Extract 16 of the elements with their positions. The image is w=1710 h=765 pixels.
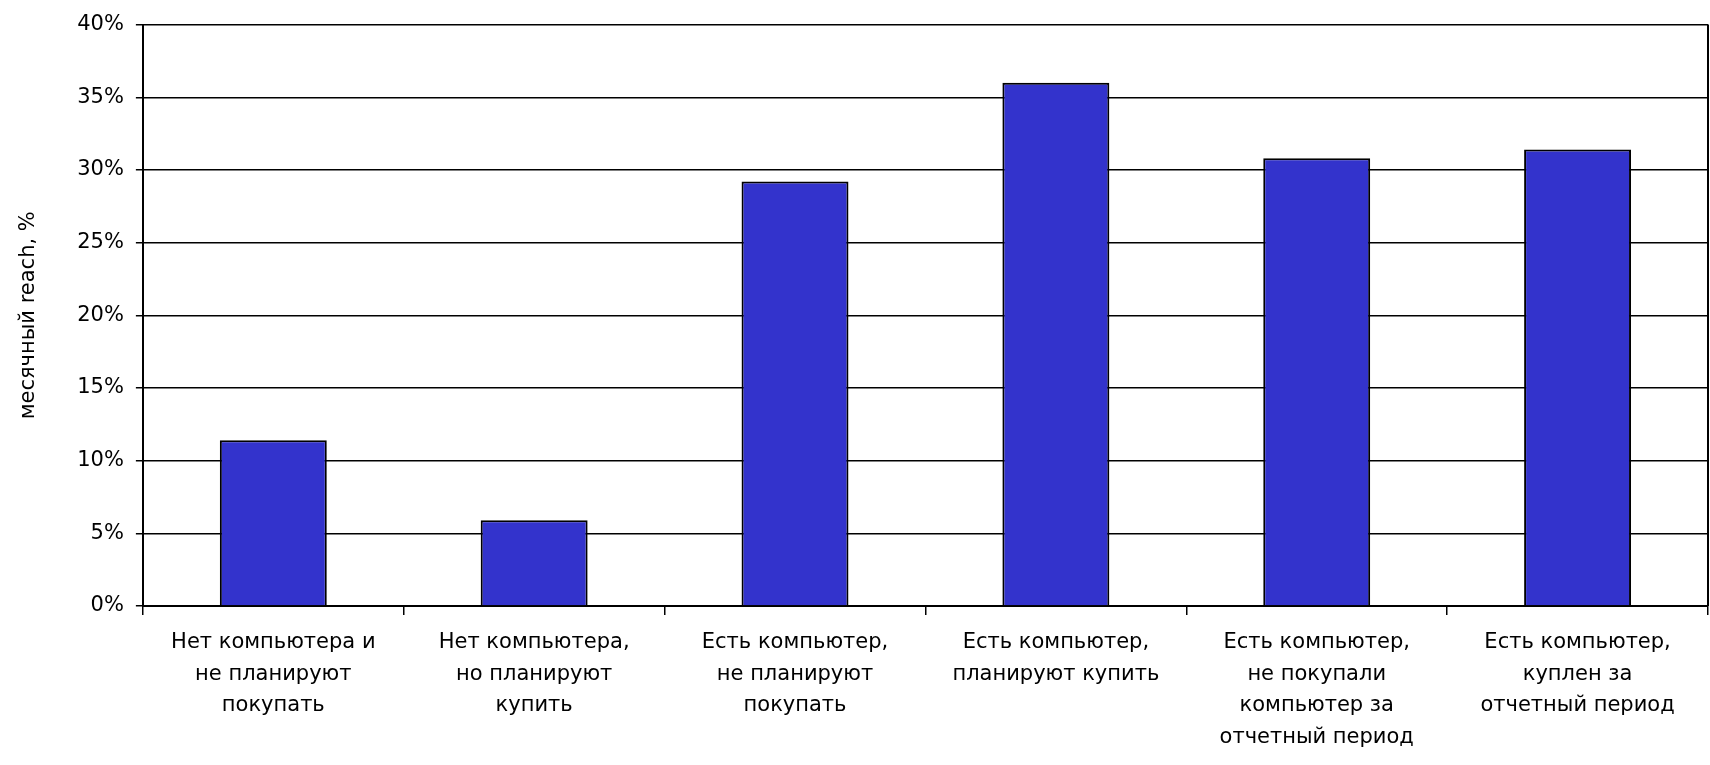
y-axis-title: месячный reach, % — [15, 211, 40, 420]
x-tick-label: Есть компьютер, планируют купить — [952, 629, 1160, 685]
y-tick-label: 10% — [77, 447, 124, 472]
y-tick-label: 5% — [90, 519, 124, 544]
y-tick-label: 15% — [77, 374, 124, 399]
x-tick-label: Есть компьютер, не покупали компьютер за отчетный период — [1219, 629, 1414, 748]
y-tick-label: 20% — [77, 301, 124, 326]
y-tick-label: 30% — [77, 156, 124, 181]
y-tick-label: 25% — [77, 229, 124, 254]
x-tick-label: Нет компьютера, но планируют купить — [438, 629, 630, 717]
y-tick-label: 35% — [77, 83, 124, 108]
x-tick-label: Нет компьютера и не планируют покупать — [171, 629, 376, 717]
y-tick-label: 40% — [77, 11, 124, 36]
y-tick-label: 0% — [90, 592, 124, 617]
x-tick-label: Есть компьютер, куплен за отчетный период — [1480, 629, 1675, 717]
x-tick-label: Есть компьютер, не планируют покупать — [701, 629, 889, 717]
